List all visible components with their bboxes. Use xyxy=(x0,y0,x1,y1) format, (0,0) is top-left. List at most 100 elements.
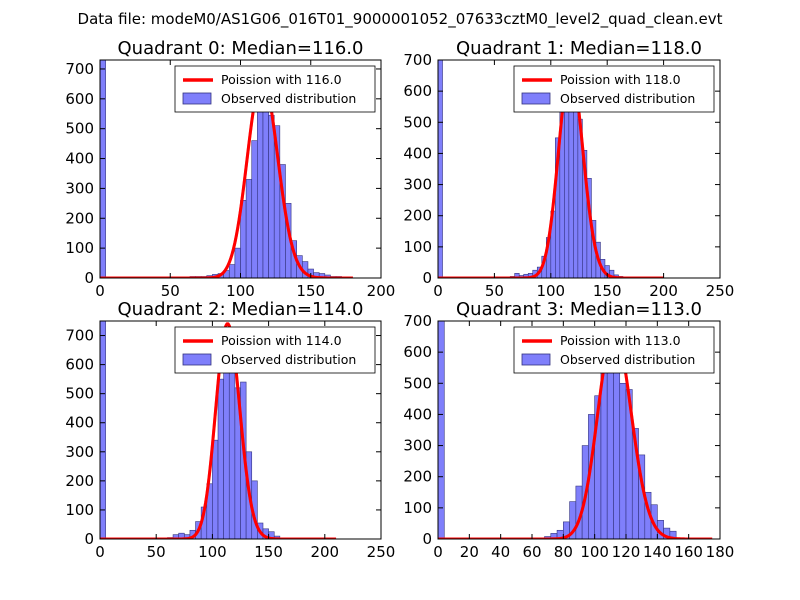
legend: Poission with 118.0 Observed distribution xyxy=(513,65,715,113)
x-tick-label: 140 xyxy=(643,543,672,561)
y-tick-label: 400 xyxy=(403,144,432,162)
legend-label-poisson: Poission with 114.0 xyxy=(221,333,342,348)
x-tick-label: 0 xyxy=(95,543,105,561)
legend-label-observed: Observed distribution xyxy=(221,91,356,106)
subplot-title: Quadrant 2: Median=114.0 xyxy=(118,299,364,320)
y-tick-label: 200 xyxy=(65,472,94,490)
y-tick-label: 500 xyxy=(403,374,432,392)
subplot-title: Quadrant 0: Median=116.0 xyxy=(118,38,364,59)
histogram-bar xyxy=(573,93,579,278)
subplot-2: 0 50 100 150 200 250 0 100 200 300 400 500 600 700 Qua… xyxy=(65,299,395,561)
y-tick-label: 100 xyxy=(403,238,432,256)
x-tick-label: 160 xyxy=(674,543,703,561)
y-tick-label: 300 xyxy=(65,443,94,461)
histogram-bar xyxy=(438,60,443,278)
legend-label-poisson: Poission with 116.0 xyxy=(221,72,342,87)
y-tick-label: 700 xyxy=(65,60,94,78)
x-tick-label: 120 xyxy=(612,543,641,561)
legend: Poission with 114.0 Observed distribution xyxy=(174,326,376,374)
x-tick-label: 0 xyxy=(433,543,443,561)
histogram-bar xyxy=(245,179,253,278)
histogram-bar xyxy=(100,321,106,539)
histogram-bar xyxy=(228,264,236,278)
y-tick-label: 100 xyxy=(65,239,94,257)
histogram-bar xyxy=(257,107,264,278)
legend-label-observed: Observed distribution xyxy=(560,91,695,106)
x-tick-label: 80 xyxy=(554,543,573,561)
x-tick-label: 150 xyxy=(593,282,622,300)
histogram-bar xyxy=(669,530,677,539)
x-tick-label: 200 xyxy=(367,282,396,300)
y-tick-label: 200 xyxy=(65,209,94,227)
x-tick-label: 180 xyxy=(706,543,735,561)
subplot-1: 0 50 100 150 200 250 0 100 200 300 400 500 600 700 Qua… xyxy=(403,38,734,300)
subplot-title: Quadrant 1: Median=118.0 xyxy=(456,38,702,59)
legend: Poission with 116.0 Observed distribution xyxy=(174,65,376,113)
y-tick-label: 0 xyxy=(84,530,94,548)
histogram-bar xyxy=(100,60,106,278)
legend: Poission with 113.0 Observed distribution xyxy=(513,326,715,374)
y-tick-label: 400 xyxy=(65,414,94,432)
y-tick-label: 100 xyxy=(403,499,432,517)
legend-label-poisson: Poission with 118.0 xyxy=(560,72,681,87)
legend-label-observed: Observed distribution xyxy=(221,352,356,367)
x-tick-label: 100 xyxy=(226,282,255,300)
axes-frame xyxy=(99,320,382,540)
x-tick-label: 60 xyxy=(522,543,541,561)
x-tick-label: 40 xyxy=(491,543,510,561)
legend-bar-swatch xyxy=(182,92,212,105)
y-tick-label: 600 xyxy=(65,90,94,108)
y-tick-label: 400 xyxy=(403,405,432,423)
poisson-fit-line xyxy=(100,322,337,539)
subplot-3: 0 20 40 60 80 100 120 140 160 1800100200300400500… xyxy=(403,299,734,561)
x-tick-label: 250 xyxy=(367,543,396,561)
x-tick-label: 200 xyxy=(649,282,678,300)
histogram-bar xyxy=(613,344,621,539)
histogram-bar xyxy=(609,269,615,278)
x-tick-label: 100 xyxy=(536,282,565,300)
histogram-bar xyxy=(262,98,269,278)
subplot-0: 0 50 100 150 200 0 100 200 300 400 500 600 700 Quadra… xyxy=(65,38,395,300)
y-tick-label: 600 xyxy=(403,343,432,361)
y-tick-label: 200 xyxy=(403,207,432,225)
legend-bar-swatch xyxy=(521,92,551,105)
axes-frame xyxy=(437,59,721,279)
y-tick-label: 300 xyxy=(65,179,94,197)
x-tick-label: 150 xyxy=(254,543,283,561)
plot-area xyxy=(100,321,337,539)
plot-area xyxy=(438,321,713,539)
x-tick-label: 200 xyxy=(310,543,339,561)
y-tick-label: 700 xyxy=(403,312,432,330)
figure-suptitle: Data file: modeM0/AS1G06_016T01_90000010… xyxy=(78,10,723,29)
y-tick-label: 500 xyxy=(403,113,432,131)
legend-bar-swatch xyxy=(521,353,551,366)
histogram-bar xyxy=(217,378,224,539)
y-tick-label: 0 xyxy=(422,269,432,287)
x-tick-label: 250 xyxy=(706,282,735,300)
poisson-fit-line xyxy=(438,328,713,539)
subplot-title: Quadrant 3: Median=113.0 xyxy=(456,299,702,320)
x-tick-label: 100 xyxy=(198,543,227,561)
x-tick-label: 100 xyxy=(580,543,609,561)
histogram-bar xyxy=(619,382,627,539)
histogram-bar xyxy=(212,439,219,539)
x-tick-label: 20 xyxy=(460,543,479,561)
y-tick-label: 500 xyxy=(65,120,94,138)
y-tick-label: 700 xyxy=(65,327,94,345)
x-tick-label: 50 xyxy=(161,282,180,300)
legend-label-observed: Observed distribution xyxy=(560,352,695,367)
y-tick-label: 100 xyxy=(65,501,94,519)
y-tick-label: 600 xyxy=(65,356,94,374)
y-tick-label: 0 xyxy=(422,530,432,548)
y-tick-label: 700 xyxy=(403,51,432,69)
y-tick-label: 400 xyxy=(65,150,94,168)
y-tick-label: 600 xyxy=(403,82,432,100)
y-tick-label: 500 xyxy=(65,385,94,403)
legend-label-poisson: Poission with 113.0 xyxy=(560,333,681,348)
subplot-grid: 0 50 100 150 2000100200300400500600700Quadra… xyxy=(65,38,734,561)
y-tick-label: 300 xyxy=(403,437,432,455)
legend-bar-swatch xyxy=(182,353,212,366)
x-tick-label: 0 xyxy=(95,282,105,300)
x-tick-label: 50 xyxy=(147,543,166,561)
